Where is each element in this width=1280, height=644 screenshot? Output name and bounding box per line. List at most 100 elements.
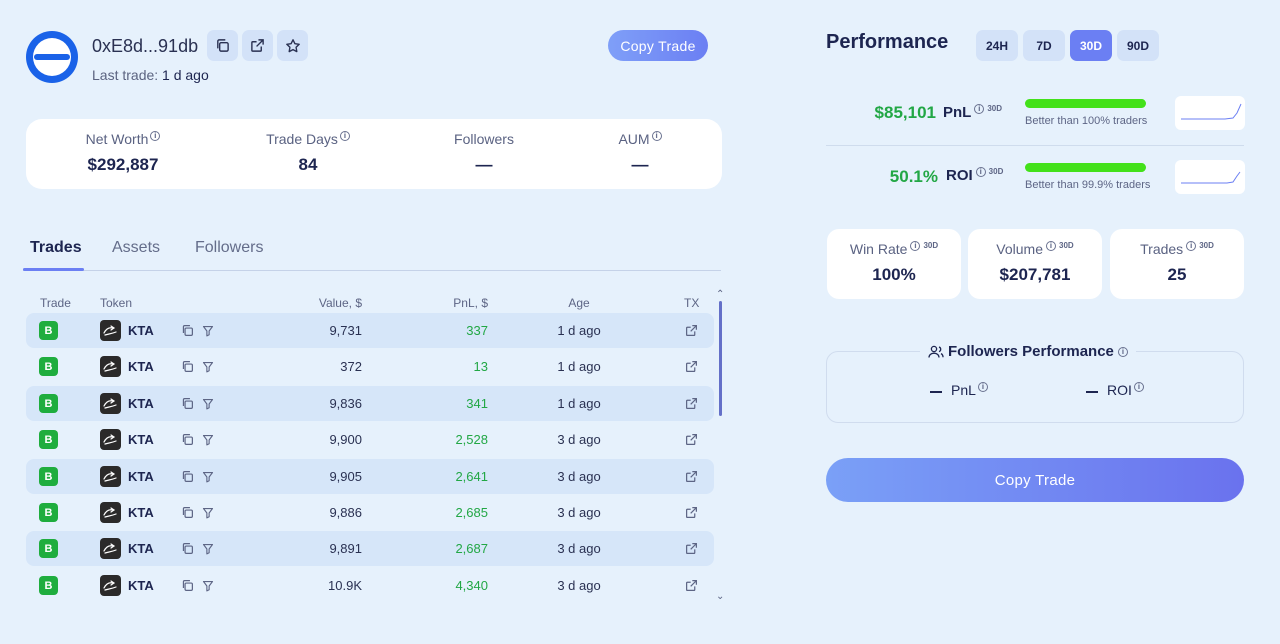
tx-link-button[interactable] <box>685 568 698 603</box>
followers-performance-box <box>826 351 1244 423</box>
table-row[interactable]: B KTA 9,900 2,528 3 d ago <box>26 422 714 457</box>
tx-link-button[interactable] <box>685 495 698 530</box>
info-icon[interactable]: i <box>975 167 986 177</box>
filter-token-button[interactable] <box>202 386 214 421</box>
info-icon[interactable]: i <box>910 241 921 251</box>
star-icon <box>285 38 300 52</box>
trade-value: 9,886 <box>329 505 362 520</box>
info-icon[interactable]: i <box>651 131 662 141</box>
table-row[interactable]: B KTA 372 13 1 d ago <box>26 349 714 384</box>
tx-link-button[interactable] <box>685 531 698 566</box>
copy-icon <box>182 325 193 336</box>
filter-token-button[interactable] <box>202 422 214 457</box>
scroll-down-icon[interactable]: ⌄ <box>716 591 725 602</box>
col-token: Token <box>100 296 133 310</box>
external-link-icon <box>686 361 697 372</box>
table-row[interactable]: B KTA 9,731 337 1 d ago <box>26 313 714 348</box>
tx-link-button[interactable] <box>685 386 698 421</box>
table-row[interactable]: B KTA 9,905 2,641 3 d ago <box>26 459 714 494</box>
trade-value: 9,905 <box>329 469 362 484</box>
period-30d[interactable]: 30D <box>1070 30 1112 61</box>
filter-token-button[interactable] <box>202 349 214 384</box>
filter-token-button[interactable] <box>202 568 214 603</box>
tab-trades[interactable]: Trades <box>30 239 82 256</box>
trade-pnl: 13 <box>473 359 488 374</box>
info-icon[interactable]: i <box>977 382 988 392</box>
copy-token-button[interactable] <box>181 459 194 494</box>
copy-token-button[interactable] <box>181 349 194 384</box>
copy-token-button[interactable] <box>181 386 194 421</box>
filter-token-button[interactable] <box>202 495 214 530</box>
table-row[interactable]: B KTA 9,886 2,685 3 d ago <box>26 495 714 530</box>
token-name: KTA <box>128 541 154 556</box>
external-link-button[interactable] <box>242 30 273 61</box>
period-7d[interactable]: 7D <box>1023 30 1065 61</box>
stat-net-worth: Net Worth i $292,887 <box>85 131 161 174</box>
copy-icon <box>182 580 193 591</box>
tx-link-button[interactable] <box>685 349 698 384</box>
copy-token-button[interactable] <box>181 313 194 348</box>
trade-pnl: 2,528 <box>455 432 488 447</box>
copy-token-button[interactable] <box>181 531 194 566</box>
token-name: KTA <box>128 359 154 374</box>
pnl-rank-bar <box>1025 99 1146 108</box>
card-volume: Volume i 30D $207,781 <box>968 229 1102 299</box>
filter-icon <box>202 471 214 482</box>
copy-address-button[interactable] <box>207 30 238 61</box>
filter-token-button[interactable] <box>202 459 214 494</box>
table-row[interactable]: B KTA 10.9K 4,340 3 d ago <box>26 568 714 603</box>
info-icon[interactable]: i <box>1046 241 1056 251</box>
buy-badge: B <box>39 467 58 486</box>
copy-icon <box>182 434 193 445</box>
token-name: KTA <box>128 396 154 411</box>
filter-token-button[interactable] <box>202 313 214 348</box>
token-logo-icon <box>100 393 121 414</box>
info-icon[interactable]: i <box>974 104 985 114</box>
token-name: KTA <box>128 432 154 447</box>
tx-link-button[interactable] <box>685 422 698 457</box>
table-row[interactable]: B KTA 9,891 2,687 3 d ago <box>26 531 714 566</box>
info-icon[interactable]: i <box>1133 382 1144 392</box>
last-trade: Last trade: 1 d ago <box>92 67 209 83</box>
trade-value: 372 <box>340 359 362 374</box>
trade-age: 1 d ago <box>557 359 601 374</box>
roi-sparkline <box>1175 160 1245 194</box>
tab-followers[interactable]: Followers <box>195 239 264 256</box>
trade-pnl: 2,687 <box>455 541 488 556</box>
copy-token-button[interactable] <box>181 495 194 530</box>
info-icon[interactable]: i <box>150 131 161 141</box>
favorite-button[interactable] <box>277 30 308 61</box>
info-icon[interactable]: i <box>1186 241 1197 251</box>
external-link-icon <box>686 398 697 409</box>
external-link-icon <box>686 580 697 591</box>
copy-token-button[interactable] <box>181 422 194 457</box>
wallet-address: 0xE8d...91db <box>92 36 199 56</box>
period-24h[interactable]: 24H <box>976 30 1018 61</box>
scrollbar-thumb[interactable] <box>719 301 722 416</box>
copy-icon <box>182 507 193 518</box>
trade-pnl: 341 <box>466 396 488 411</box>
info-icon[interactable]: i <box>339 131 350 141</box>
info-icon[interactable]: i <box>1117 346 1128 357</box>
copy-trade-button[interactable]: Copy Trade <box>826 458 1244 502</box>
trade-pnl: 2,685 <box>455 505 488 520</box>
tx-link-button[interactable] <box>685 459 698 494</box>
filter-token-button[interactable] <box>202 531 214 566</box>
buy-badge: B <box>39 576 58 595</box>
trade-age: 3 d ago <box>557 541 601 556</box>
scroll-up-icon[interactable]: ⌃ <box>716 289 725 300</box>
copy-token-button[interactable] <box>181 568 194 603</box>
token-logo-icon <box>100 356 121 377</box>
stat-followers: Followers — <box>454 131 514 174</box>
pnl-sparkline <box>1175 96 1245 130</box>
tx-link-button[interactable] <box>685 313 698 348</box>
table-row[interactable]: B KTA 9,836 341 1 d ago <box>26 386 714 421</box>
period-90d[interactable]: 90D <box>1117 30 1159 61</box>
trade-value: 10.9K <box>328 578 362 593</box>
buy-badge: B <box>39 357 58 376</box>
copy-trade-button-top[interactable]: Copy Trade <box>608 30 708 61</box>
filter-icon <box>202 543 214 554</box>
token-name: KTA <box>128 323 154 338</box>
tab-assets[interactable]: Assets <box>112 239 161 256</box>
trade-value: 9,731 <box>329 323 362 338</box>
